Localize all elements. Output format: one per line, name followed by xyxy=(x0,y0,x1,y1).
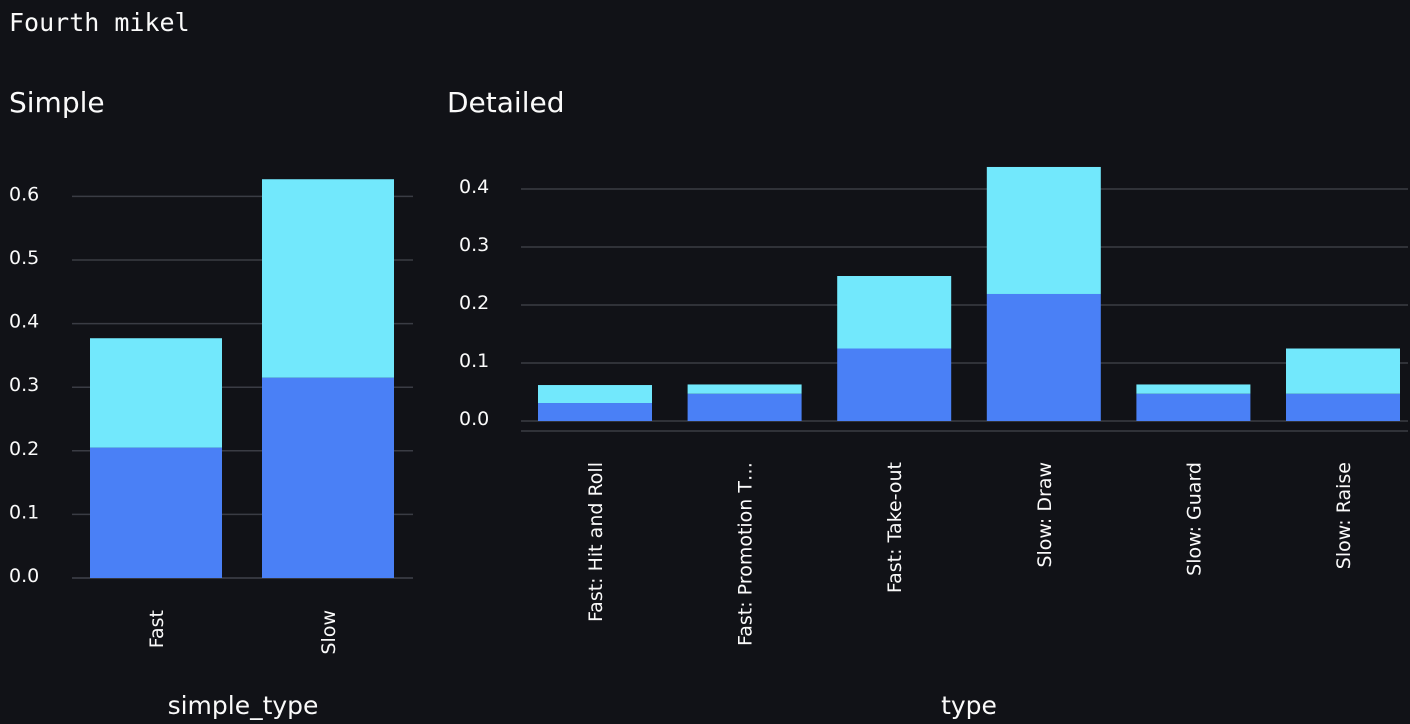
bar-upper-segment[interactable] xyxy=(538,385,652,404)
bar-upper-segment[interactable] xyxy=(986,166,1101,294)
x-tick-label: Slow xyxy=(318,610,340,655)
bar-lower-segment[interactable] xyxy=(1286,393,1400,421)
bar-lower-segment[interactable] xyxy=(90,447,222,578)
y-tick-label: 0.1 xyxy=(9,501,39,523)
chart-title-detailed: Detailed xyxy=(447,86,565,119)
page-title: Fourth mikel xyxy=(9,8,190,37)
bar-lower-segment[interactable] xyxy=(837,348,952,422)
x-tick-label: Fast: Hit and Roll xyxy=(585,462,607,622)
y-tick-label: 0.1 xyxy=(459,350,489,372)
bar-upper-segment[interactable] xyxy=(90,338,222,448)
bar-upper-segment[interactable] xyxy=(1286,348,1400,394)
y-tick-label: 0.3 xyxy=(459,234,489,256)
x-tick-label: Slow: Draw xyxy=(1034,462,1056,568)
bar-upper-segment[interactable] xyxy=(837,276,952,349)
bar-upper-segment[interactable] xyxy=(687,384,802,394)
y-tick-label: 0.4 xyxy=(9,311,39,333)
bar-lower-segment[interactable] xyxy=(262,377,394,578)
simple-chart: 0.0 0.1 0.2 0.3 0.4 0.5 0.6 Fast Slow simple_type xyxy=(9,179,413,720)
chart-title-simple: Simple xyxy=(9,86,105,119)
bar-lower-segment[interactable] xyxy=(687,393,802,421)
bar-upper-segment[interactable] xyxy=(1136,384,1251,394)
bar-lower-segment[interactable] xyxy=(1136,393,1251,421)
bar-upper-segment[interactable] xyxy=(262,179,394,378)
y-tick-label: 0.0 xyxy=(459,408,489,430)
y-tick-label: 0.2 xyxy=(459,292,489,314)
x-tick-label: Slow: Raise xyxy=(1333,462,1355,569)
y-tick-label: 0.5 xyxy=(9,247,39,269)
x-axis-title: simple_type xyxy=(168,691,319,720)
x-tick-label: Fast: Take-out xyxy=(884,462,906,593)
y-tick-label: 0.2 xyxy=(9,438,39,460)
bar-lower-segment[interactable] xyxy=(538,403,652,421)
y-tick-label: 0.0 xyxy=(9,565,39,587)
x-axis-title: type xyxy=(941,691,997,720)
y-tick-label: 0.4 xyxy=(459,176,489,198)
x-tick-label: Fast: Promotion T… xyxy=(735,462,757,646)
y-tick-label: 0.3 xyxy=(9,374,39,396)
x-tick-label: Fast xyxy=(146,610,168,648)
x-tick-label: Slow: Guard xyxy=(1183,462,1205,576)
bar-lower-segment[interactable] xyxy=(986,293,1101,421)
y-tick-label: 0.6 xyxy=(9,183,39,205)
